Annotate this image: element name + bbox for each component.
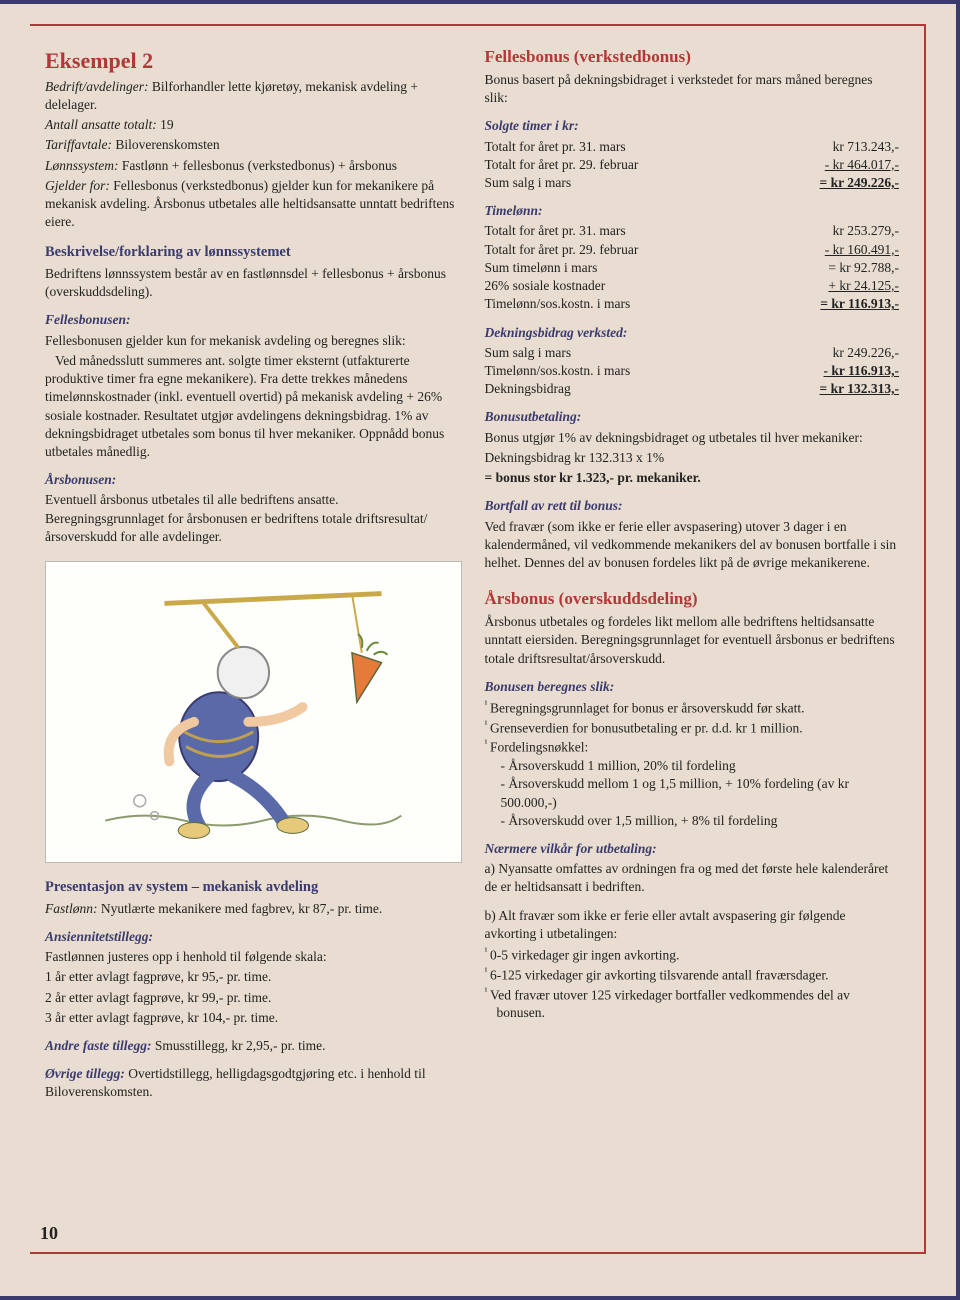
line-tariff: Tariffavtale: Biloverenskomsten <box>45 136 460 154</box>
heading-bonusutbetaling: Bonusutbetaling: <box>485 408 900 426</box>
heading-fellesbonus: Fellesbonusen: <box>45 311 460 329</box>
fellesbonus-p1: Fellesbonusen gjelder kun for mekanisk a… <box>45 332 460 350</box>
butb-p1: Bonus utgjør 1% av dekningsbidraget og u… <box>485 429 900 447</box>
aarsbonus-text: Eventuell årsbonus utbetales til alle be… <box>45 491 460 546</box>
aarsb-text: Årsbonus utbetales og fordeles likt mell… <box>485 613 900 668</box>
fbv-intro: Bonus basert på dekningsbidraget i verks… <box>485 71 900 107</box>
andre-text: Smusstillegg, kr 2,95,- pr. time. <box>152 1038 326 1053</box>
list-item: 6-125 virkedager gir avkorting tilsvaren… <box>485 965 900 985</box>
line-employees: Antall ansatte totalt: 19 <box>45 116 460 134</box>
bonus-calc-list: Beregningsgrunnlaget for bonus er årsove… <box>485 698 900 830</box>
heading-ansiennitet: Ansiennitetstillegg: <box>45 928 460 946</box>
carrot-stick-cartoon-svg <box>46 562 461 862</box>
nvu-b-list: 0-5 virkedager gir ingen avkorting. 6-12… <box>485 945 900 1022</box>
section-other-supp: Øvrige tillegg: Overtidstillegg, helligd… <box>45 1065 460 1101</box>
example-title: Eksempel 2 <box>45 46 460 76</box>
list-item: 0-5 virkedager gir ingen avkorting. <box>485 945 900 965</box>
section-presentation: Presentasjon av system – mekanisk avdeli… <box>45 878 460 918</box>
table-row: Totalt for året pr. 31. marskr 253.279,- <box>485 222 900 240</box>
content-frame: Eksempel 2 Bedrift/avdelinger: Bilforhan… <box>30 24 926 1254</box>
list-item: - Årsoverskudd 1 million, 20% til fordel… <box>501 757 900 775</box>
two-columns: Eksempel 2 Bedrift/avdelinger: Bilforhan… <box>45 46 899 1104</box>
section-fellesbonus: Fellesbonusen: Fellesbonusen gjelder kun… <box>45 311 460 461</box>
table-dekningsbidrag: Sum salg i marskr 249.226,- Timelønn/sos… <box>485 344 900 399</box>
list-item: - Årsoverskudd mellom 1 og 1,5 million, … <box>501 775 900 811</box>
heading-presentation: Presentasjon av system – mekanisk avdeli… <box>45 878 460 898</box>
heading-andre: Andre faste tillegg: <box>45 1038 152 1053</box>
list-item: - Årsoverskudd over 1,5 million, + 8% ti… <box>501 812 900 830</box>
table-row: Totalt for året pr. 29. februar- kr 160.… <box>485 241 900 259</box>
page: Eksempel 2 Bedrift/avdelinger: Bilforhan… <box>0 0 960 1300</box>
table-row: Totalt for året pr. 31. marskr 713.243,- <box>485 138 900 156</box>
heading-dekningsbidrag: Dekningsbidrag verksted: <box>485 324 900 342</box>
butb-p2: Dekningsbidrag kr 132.313 x 1% <box>485 449 900 467</box>
ans-1: 1 år etter avlagt fagprøve, kr 95,- pr. … <box>45 968 460 986</box>
table-row: Sum salg i marskr 249.226,- <box>485 344 900 362</box>
table-row: Dekningsbidrag= kr 132.313,- <box>485 380 900 398</box>
fastlonn-line: Fastlønn: Nyutlærte mekanikere med fagbr… <box>45 900 460 918</box>
heading-description: Beskrivelse/forklaring av lønnssystemet <box>45 243 460 263</box>
ans-2: 2 år etter avlagt fagprøve, kr 99,- pr. … <box>45 989 460 1007</box>
section-other-fixed: Andre faste tillegg: Smusstillegg, kr 2,… <box>45 1037 460 1055</box>
section-description: Beskrivelse/forklaring av lønnssystemet … <box>45 243 460 301</box>
ans-intro: Fastlønnen justeres opp i henhold til fø… <box>45 948 460 966</box>
subtitle-label: Bedrift/avdelinger: <box>45 79 148 94</box>
table-row: Timelønn/sos.kostn. i mars= kr 116.913,- <box>485 295 900 313</box>
ans-3: 3 år etter avlagt fagprøve, kr 104,- pr.… <box>45 1009 460 1027</box>
butb-result: = bonus stor kr 1.323,- pr. mekaniker. <box>485 469 900 487</box>
heading-fellesbonus-verksted: Fellesbonus (verkstedbonus) <box>485 46 900 69</box>
line-payroll: Lønnssystem: Fastlønn + fellesbonus (ver… <box>45 157 460 175</box>
sublist: - Årsoverskudd 1 million, 20% til fordel… <box>497 757 900 830</box>
section-aarsbonus: Årsbonusen: Eventuell årsbonus utbetales… <box>45 471 460 546</box>
cartoon-illustration <box>45 561 462 863</box>
list-item: Ved fravær utover 125 virkedager bortfal… <box>485 985 900 1023</box>
table-timelonn: Totalt for året pr. 31. marskr 253.279,-… <box>485 222 900 313</box>
list-item: Grenseverdien for bonusutbetaling er pr.… <box>485 718 900 738</box>
table-solgte: Totalt for året pr. 31. marskr 713.243,-… <box>485 138 900 193</box>
description-text: Bedriftens lønnssystem består av en fast… <box>45 265 460 301</box>
nvu-a: a) Nyansatte omfattes av ordningen fra o… <box>485 860 900 896</box>
heading-solgte-timer: Solgte timer i kr: <box>485 117 900 135</box>
page-number: 10 <box>40 1223 58 1244</box>
heading-ovrige: Øvrige tillegg: <box>45 1066 125 1081</box>
line-applies: Gjelder for: Fellesbonus (verkstedbonus)… <box>45 177 460 232</box>
heading-naermere-vilkaar: Nærmere vilkår for utbetaling: <box>485 840 900 858</box>
table-row: Totalt for året pr. 29. februar- kr 464.… <box>485 156 900 174</box>
heading-timelonn: Timelønn: <box>485 202 900 220</box>
table-row: Sum salg i mars= kr 249.226,- <box>485 174 900 192</box>
nvu-b: b) Alt fravær som ikke er ferie eller av… <box>485 907 900 943</box>
right-column: Fellesbonus (verkstedbonus) Bonus basert… <box>485 46 900 1104</box>
heading-aarsbonus: Årsbonusen: <box>45 471 460 489</box>
heading-bortfall: Bortfall av rett til bonus: <box>485 497 900 515</box>
left-column: Eksempel 2 Bedrift/avdelinger: Bilforhan… <box>45 46 460 1104</box>
table-row: Timelønn/sos.kostn. i mars- kr 116.913,- <box>485 362 900 380</box>
section-ansiennitet: Ansiennitetstillegg: Fastlønnen justeres… <box>45 928 460 1027</box>
list-item: Beregningsgrunnlaget for bonus er årsove… <box>485 698 900 718</box>
subtitle: Bedrift/avdelinger: Bilforhandler lette … <box>45 78 460 114</box>
list-item: Fordelingsnøkkel: - Årsoverskudd 1 milli… <box>485 737 900 830</box>
heading-bonusen-beregnes: Bonusen beregnes slik: <box>485 678 900 696</box>
fellesbonus-p2: Ved månedsslutt summeres ant. solgte tim… <box>45 352 460 461</box>
bortfall-text: Ved fravær (som ikke er ferie eller avsp… <box>485 518 900 573</box>
table-row: 26% sosiale kostnader+ kr 24.125,- <box>485 277 900 295</box>
table-row: Sum timelønn i mars= kr 92.788,- <box>485 259 900 277</box>
heading-aarsbonus-overskudd: Årsbonus (overskuddsdeling) <box>485 588 900 611</box>
